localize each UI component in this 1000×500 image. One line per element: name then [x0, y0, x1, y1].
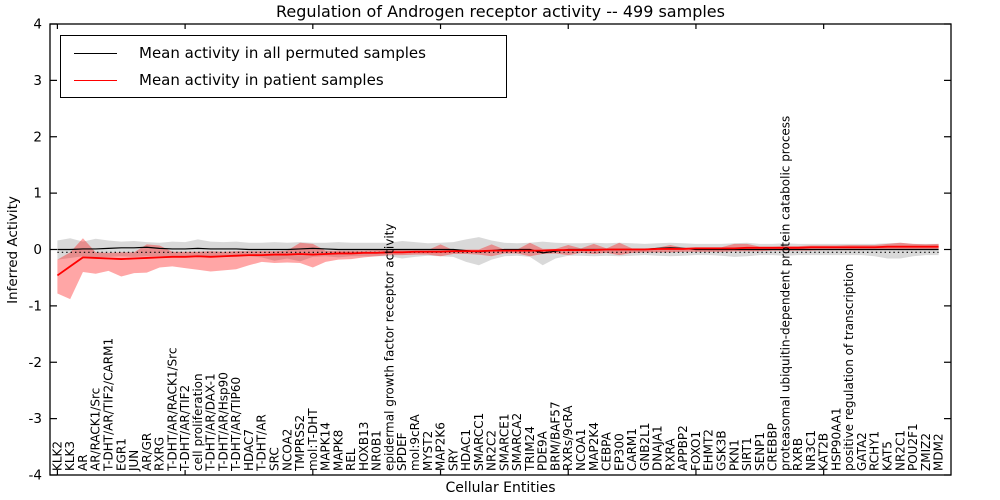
x-tick-label: T-DHT/AR/TIF2/CARM1 [101, 338, 115, 472]
x-tick-label: MDM2 [932, 433, 946, 471]
x-tick-label: SENP1 [753, 432, 767, 471]
chart-title: Regulation of Androgen receptor activity… [276, 2, 725, 21]
legend-label-permuted: Mean activity in all permuted samples [139, 44, 426, 62]
y-tick-label: -2 [29, 355, 42, 371]
x-tick-label: AR/GR [140, 433, 154, 471]
x-tick-label: cell proliferation [191, 373, 205, 471]
x-tick-label: GSK3B [714, 430, 728, 471]
x-tick-label: JUN [127, 450, 141, 472]
x-tick-label: FOXO1 [689, 431, 703, 471]
x-tick-label: REL [344, 448, 358, 471]
x-tick-label: CEBPA [600, 431, 614, 471]
x-tick-label: SMARCA2 [510, 413, 524, 471]
x-tick-label: SIRT1 [740, 437, 754, 471]
x-tick-label: NR0B1 [370, 430, 384, 471]
legend-line-red [74, 79, 117, 81]
x-tick-label: SMARCC1 [472, 413, 486, 471]
x-tick-label: NCOA2 [280, 429, 294, 471]
x-tick-label: MAP2K6 [434, 422, 448, 471]
x-tick-label: GATA2 [855, 432, 869, 471]
x-tick-label: T-DHT/AR/RACK1/Src [165, 348, 179, 472]
x-tick-label: proteasomal ubiquitin-dependent protein … [778, 116, 792, 471]
y-tick-label: 4 [33, 17, 42, 33]
x-tick-label: ZMIZ2 [919, 433, 933, 471]
x-tick-label: KLK2 [50, 441, 64, 471]
y-tick-label: 2 [33, 129, 42, 145]
x-tick-label: CREBBP [766, 423, 780, 471]
x-tick-label: epidermal growth factor receptor activit… [382, 224, 396, 471]
legend-line-black [74, 52, 117, 54]
x-tick-label: AR/RACK1/Src [89, 388, 103, 471]
x-tick-label: mol:9cRA [408, 414, 422, 471]
x-tick-label: NR3C1 [804, 430, 818, 471]
x-tick-label: NR2C2 [485, 430, 499, 471]
x-tick-label: MYST2 [421, 431, 435, 471]
x-tick-label: SRC [268, 447, 282, 471]
x-tick-label: T-DHT/AR [255, 414, 269, 472]
x-tick-label: AR [76, 454, 90, 471]
legend-entry-permuted: Mean activity in all permuted samples [61, 43, 506, 63]
legend: Mean activity in all permuted samples Me… [60, 35, 507, 98]
x-tick-label: NCOA1 [574, 429, 588, 471]
x-tick-label: RXRG [153, 437, 167, 471]
x-tick-label: T-DHT/AR/TIF2 [178, 385, 192, 472]
x-tick-label: T-DHT/AR/Hsp90 [216, 372, 230, 472]
x-tick-label: PKN1 [727, 439, 741, 471]
x-tick-label: MAPK14 [319, 422, 333, 471]
x-tick-label: HDAC7 [242, 429, 256, 471]
x-tick-label: POU2F1 [906, 423, 920, 471]
x-tick-label: HOXB13 [357, 422, 371, 471]
y-tick-label: 1 [33, 186, 42, 202]
patient-mean-line [56, 245, 939, 277]
x-tick-label: SMARCE1 [497, 413, 511, 471]
x-tick-label: RXRA [663, 438, 677, 471]
x-tick-label: RCHY1 [868, 431, 882, 471]
x-tick-label: SPDEF [395, 432, 409, 471]
x-tick-label: PDE9A [536, 430, 550, 471]
x-tick-label: DNAJA1 [651, 425, 665, 471]
x-tick-label: MAP2K4 [587, 422, 601, 471]
x-tick-label: KAT5 [881, 441, 895, 471]
y-tick-label: -3 [29, 411, 42, 427]
y-tick-label: -4 [29, 468, 42, 484]
y-tick-label: 0 [33, 242, 42, 258]
x-tick-label: RXRB [791, 438, 805, 471]
x-tick-label: KAT2B [817, 433, 831, 471]
x-tick-label: positive regulation of transcription [842, 264, 856, 471]
legend-entry-patient: Mean activity in patient samples [61, 70, 506, 90]
x-tick-label: BRM/BAF57 [548, 401, 562, 471]
x-tick-label: CARM1 [625, 428, 639, 471]
x-tick-label: MAPK8 [331, 430, 345, 471]
x-tick-label: GNB2L1 [638, 423, 652, 471]
x-tick-label: EGR1 [114, 438, 128, 471]
x-tick-label: APPBP2 [676, 425, 690, 471]
y-axis-label: Inferred Activity [5, 196, 21, 304]
x-tick-label: T-DHT/AR/TIP60 [229, 377, 243, 472]
legend-label-patient: Mean activity in patient samples [139, 71, 384, 89]
x-tick-label: SRY [446, 448, 460, 471]
x-tick-label: EHMT2 [702, 429, 716, 471]
patient-samples-band [57, 238, 939, 300]
x-tick-label: HDAC1 [459, 429, 473, 471]
x-tick-label: KLK3 [63, 441, 77, 471]
x-tick-label: TMPRSS2 [293, 415, 307, 472]
x-tick-label: EP300 [612, 433, 626, 471]
x-tick-label: TRIM24 [523, 426, 537, 472]
x-tick-label: NR2C1 [893, 430, 907, 471]
x-axis-label: Cellular Entities [445, 480, 556, 496]
x-tick-label: HSP90AA1 [829, 407, 843, 471]
y-tick-label: -1 [29, 298, 42, 314]
y-tick-label: 3 [33, 73, 42, 89]
x-tick-label: T-DHT/AR/DAX-1 [204, 373, 218, 472]
x-tick-label: mol:T-DHT [306, 408, 320, 471]
x-tick-label: RXRs/9cRA [561, 405, 575, 471]
